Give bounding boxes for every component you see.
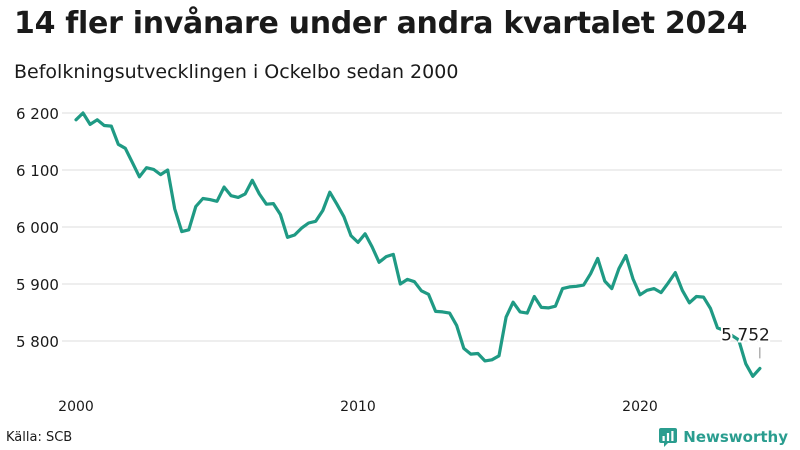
y-tick-label: 6 200 — [16, 105, 59, 123]
y-tick-label: 5 900 — [16, 276, 59, 294]
source-note: Källa: SCB — [6, 430, 73, 445]
y-tick-label: 6 100 — [16, 162, 59, 180]
brand-name: Newsworthy — [683, 428, 788, 446]
x-tick-label: 2010 — [340, 399, 376, 415]
y-tick-label: 5 800 — [16, 333, 59, 351]
y-axis-ticks: 5 800 5 900 6 000 6 100 6 200 — [16, 105, 59, 351]
grid-lines — [62, 112, 782, 342]
newsworthy-logo-icon — [659, 428, 678, 447]
chart-title: 14 fler invånare under andra kvartalet 2… — [14, 6, 748, 41]
x-tick-label: 2020 — [622, 399, 658, 415]
chart-subtitle: Befolkningsutvecklingen i Ockelbo sedan … — [14, 61, 459, 83]
end-value-label: 5 752 — [721, 325, 770, 345]
x-axis-ticks: 2000 2010 2020 — [58, 399, 658, 415]
x-tick-label: 2000 — [58, 399, 94, 415]
series-line-population — [74, 111, 762, 378]
brand-logo[interactable]: Newsworthy — [658, 427, 788, 447]
y-tick-label: 6 000 — [16, 219, 59, 237]
